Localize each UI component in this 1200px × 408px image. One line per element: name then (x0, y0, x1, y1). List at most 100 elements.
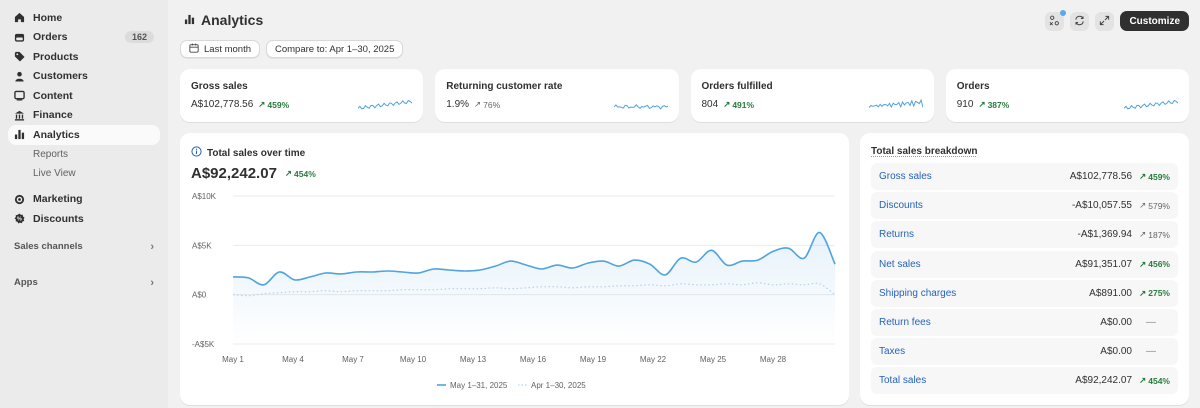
calendar-icon (189, 43, 199, 56)
fullscreen-button[interactable] (1095, 11, 1115, 31)
sidebar-item-discounts[interactable]: % Discounts (8, 209, 160, 229)
kpi-label: Orders (956, 81, 990, 92)
date-range-label: Last month (204, 43, 251, 55)
compare-picker[interactable]: Compare to: Apr 1–30, 2025 (266, 40, 404, 58)
filters-bar: Last month Compare to: Apr 1–30, 2025 (180, 40, 404, 58)
total-sales-breakdown-card: Total sales breakdown Gross sales A$102,7… (860, 133, 1189, 405)
breakdown-row-discounts[interactable]: Discounts -A$10,057.55 ↗ 579% (871, 192, 1178, 220)
breakdown-label[interactable]: Discounts (879, 200, 923, 212)
kpi-value: 910 (956, 99, 974, 110)
sparkline-line (613, 104, 668, 110)
kpi-card-orders[interactable]: Orders 910 ↗ 387% (945, 69, 1189, 122)
breakdown-label[interactable]: Taxes (879, 346, 906, 358)
breakdown-row-return-fees[interactable]: Return fees A$0.00 — (871, 308, 1178, 336)
arrow-up-right-icon: ↗ (1139, 171, 1147, 181)
chart-legend: May 1–31, 2025 Apr 1–30, 2025 (437, 381, 586, 390)
breakdown-row-total-sales[interactable]: Total sales A$92,242.07 ↗ 454% (871, 367, 1178, 395)
svg-text:%: % (17, 217, 22, 223)
sparkle-people-icon (1049, 14, 1060, 29)
notification-dot (1060, 9, 1067, 16)
sidebar-item-analytics[interactable]: Analytics (8, 125, 160, 145)
breakdown-delta-value: 459% (1148, 171, 1170, 182)
home-icon (14, 12, 25, 23)
breakdown-row-shipping-charges[interactable]: Shipping charges A$891.00 ↗ 275% (871, 279, 1178, 307)
breakdown-delta-value: 456% (1148, 259, 1170, 270)
expand-icon (1099, 14, 1110, 29)
breakdown-delta: ↗ 187% (1132, 229, 1170, 240)
breakdown-value: A$92,242.07 (1075, 375, 1132, 387)
page-title-text: Analytics (201, 12, 264, 28)
sidebar-item-label: Products (33, 50, 79, 63)
breakdown-label[interactable]: Total sales (879, 375, 927, 387)
total-sales-chart-card: A$10K A$5K A$0 -A$5K May 1 May 4 May 7 May 10 Ma… (180, 133, 849, 405)
sidebar-item-content[interactable]: Content (8, 86, 160, 106)
refresh-button[interactable] (1070, 11, 1090, 31)
sidebar-section-apps[interactable]: Apps › (8, 273, 160, 293)
breakdown-label[interactable]: Return fees (879, 316, 931, 328)
x-tick-label: May 25 (700, 355, 727, 364)
sidebar-item-products[interactable]: Products (8, 47, 160, 67)
main-content: Analytics Customize Last month Compare t… (168, 0, 1200, 408)
breakdown-row-returns[interactable]: Returns -A$1,369.94 ↗ 187% (871, 221, 1178, 249)
sidebar-sub-reports[interactable]: Reports (33, 148, 69, 160)
kpi-delta: ↗ 387% (978, 99, 1009, 110)
breakdown-delta: ↗ 275% (1132, 288, 1170, 299)
section-label: Sales channels (14, 241, 83, 252)
sidebar: Home Orders 162 Products Customers Conte… (0, 0, 168, 408)
sidebar-item-orders[interactable]: Orders 162 (8, 28, 160, 48)
breakdown-label[interactable]: Gross sales (879, 171, 932, 182)
arrow-up-right-icon: ↗ (474, 99, 482, 109)
x-tick-label: May 28 (760, 355, 787, 364)
sparkline-line (1124, 99, 1178, 110)
legend-label-current: May 1–31, 2025 (450, 381, 508, 390)
sidebar-item-label: Discounts (33, 212, 84, 225)
kpi-card-orders-fulfilled[interactable]: Orders fulfilled 804 ↗ 491% (690, 69, 934, 122)
bar-chart-icon (14, 129, 25, 140)
sidebar-item-label: Customers (33, 70, 88, 83)
breakdown-row-net-sales[interactable]: Net sales A$91,351.07 ↗ 456% (871, 250, 1178, 278)
sparkline (358, 99, 413, 110)
sidebar-sub-live-view[interactable]: Live View (33, 168, 76, 180)
chart-total-delta: ↗ 454% (285, 168, 316, 179)
sidebar-item-label: Home (33, 11, 63, 24)
breakdown-row-taxes[interactable]: Taxes A$0.00 — (871, 338, 1178, 366)
breakdown-label[interactable]: Net sales (879, 258, 921, 270)
breakdown-delta-value: 275% (1148, 288, 1170, 299)
new-insights-button[interactable] (1045, 9, 1067, 31)
breakdown-delta-value: 187% (1148, 229, 1170, 240)
sidebar-section-sales-channels[interactable]: Sales channels › (8, 237, 160, 257)
sparkline (1124, 99, 1178, 110)
sidebar-item-label: Orders (33, 31, 68, 44)
kpi-delta: ↗ 76% (474, 99, 500, 110)
x-tick-label: May 7 (342, 355, 364, 364)
breakdown-label[interactable]: Returns (879, 229, 915, 241)
sidebar-item-marketing[interactable]: Marketing (8, 190, 160, 210)
sparkline-line (868, 98, 923, 109)
section-label: Apps (14, 277, 38, 288)
content-icon (14, 90, 25, 101)
chart-title: Total sales over time (207, 147, 306, 159)
sidebar-item-home[interactable]: Home (8, 8, 160, 28)
kpi-card-gross-sales[interactable]: Gross sales A$102,778.56 ↗ 459% (180, 69, 424, 122)
arrow-up-right-icon: ↗ (978, 99, 986, 109)
info-icon (191, 146, 202, 160)
customize-button[interactable]: Customize (1120, 11, 1189, 31)
y-tick-label: -A$5K (192, 340, 215, 349)
kpi-card-returning-customer-rate[interactable]: Returning customer rate 1.9% ↗ 76% (435, 69, 679, 122)
breakdown-row-gross-sales[interactable]: Gross sales A$102,778.56 ↗ 459% (871, 163, 1178, 190)
target-icon (14, 194, 25, 205)
y-tick-label: A$0 (192, 291, 207, 300)
chart-total: A$92,242.07 ↗ 454% (191, 165, 316, 182)
sidebar-item-customers[interactable]: Customers (8, 67, 160, 87)
discount-icon: % (14, 213, 25, 224)
date-range-picker[interactable]: Last month (180, 40, 260, 58)
breakdown-label[interactable]: Shipping charges (879, 287, 957, 299)
breakdown-value: A$102,778.56 (1069, 171, 1132, 182)
sparkline (868, 98, 923, 109)
sidebar-item-label: Content (33, 89, 73, 102)
sidebar-item-finance[interactable]: Finance (8, 106, 160, 126)
kpi-value: A$102,778.56 (191, 99, 254, 110)
kpi-delta-value: 387% (987, 99, 1010, 110)
y-tick-label: A$10K (192, 192, 217, 201)
arrow-up-right-icon: ↗ (284, 168, 293, 178)
